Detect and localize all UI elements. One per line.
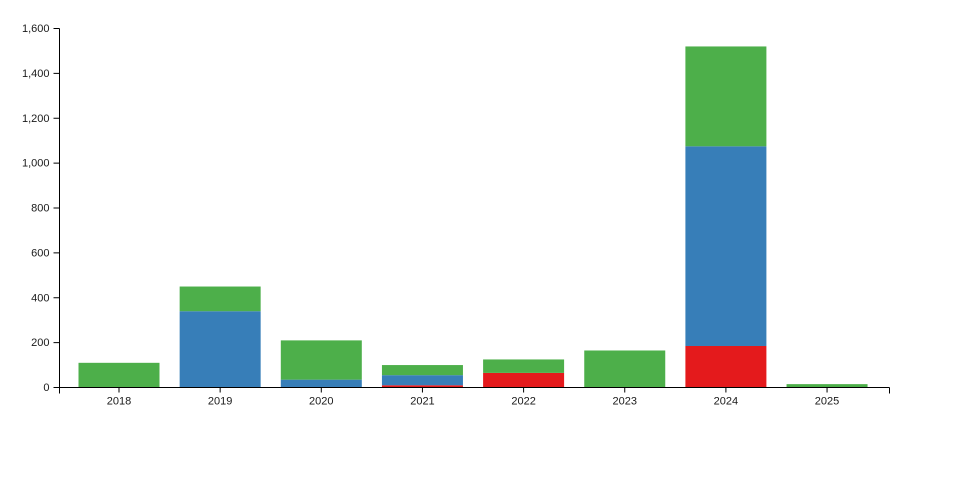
bar-segment-2021-green-series	[381, 365, 463, 376]
bar-segment-2021-blue-series	[381, 375, 463, 386]
x-axis-tick-label-2019: 2019	[208, 396, 232, 408]
x-axis-tick-label-2020: 2020	[309, 396, 333, 408]
bar-segment-2019-green-series	[179, 286, 261, 312]
bar-segment-2022-green-series	[483, 359, 565, 373]
y-axis-tick-label: 1,600	[22, 23, 50, 35]
x-axis-tick-label-2022: 2022	[511, 396, 535, 408]
bar-segment-2025-green-series	[786, 384, 868, 388]
x-axis-tick-label-2024: 2024	[714, 396, 738, 408]
bar-segment-2021-red-series	[381, 385, 463, 388]
bar-segment-2024-red-series	[685, 345, 767, 388]
y-axis-tick-label: 600	[31, 247, 49, 259]
y-axis-tick-label: 1,000	[22, 158, 50, 170]
y-axis-tick-label: 800	[31, 203, 49, 215]
bar-segment-2023-green-series	[584, 350, 666, 388]
bar-segment-2018-green-series	[78, 362, 160, 388]
bar-segment-2019-blue-series	[179, 311, 261, 388]
bar-segment-2024-green-series	[685, 46, 767, 147]
y-axis-tick-label: 200	[31, 337, 49, 349]
x-axis-tick-label-2021: 2021	[410, 396, 434, 408]
x-axis-tick-label-2023: 2023	[613, 396, 637, 408]
x-axis-tick-label-2025: 2025	[815, 396, 839, 408]
bar-segment-2020-green-series	[280, 340, 362, 380]
y-axis-tick-label: 1,200	[22, 113, 50, 125]
y-axis-tick-label: 0	[43, 382, 49, 394]
bar-segment-2020-blue-series	[280, 379, 362, 388]
x-axis-tick-label-2018: 2018	[107, 396, 131, 408]
y-axis-tick-label: 400	[31, 292, 49, 304]
bar-segment-2024-blue-series	[685, 146, 767, 346]
y-axis-tick-label: 1,400	[22, 68, 50, 80]
bar-segment-2022-red-series	[483, 372, 565, 388]
